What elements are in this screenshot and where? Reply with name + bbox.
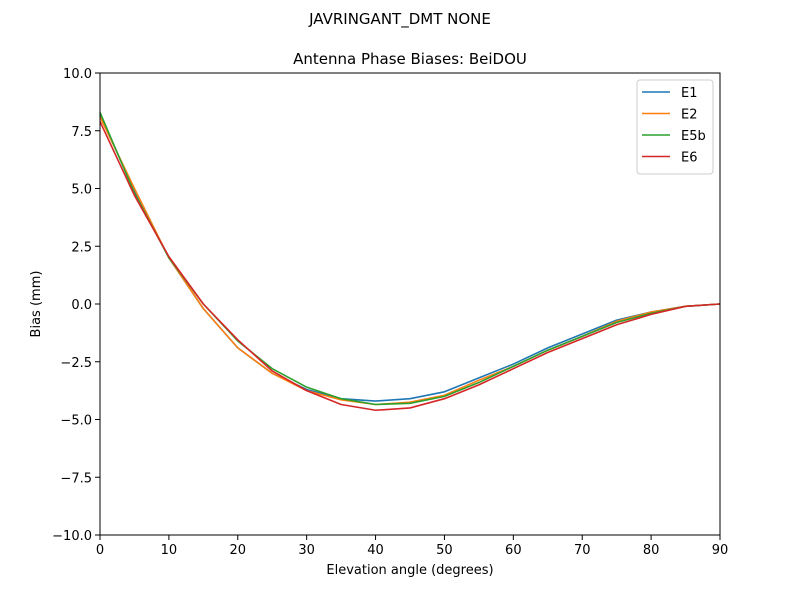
x-tick-label: 30: [298, 543, 315, 558]
y-tick-label: −2.5: [60, 356, 92, 371]
x-tick-label: 0: [96, 543, 104, 558]
x-tick-label: 90: [712, 543, 729, 558]
legend-label-e6: E6: [681, 151, 698, 166]
x-tick-label: 40: [367, 543, 384, 558]
y-tick-label: −7.5: [60, 471, 92, 486]
y-tick-label: 7.5: [71, 125, 92, 140]
x-tick-label: 10: [161, 543, 178, 558]
legend-label-e5b: E5b: [681, 129, 706, 144]
y-tick-label: 2.5: [71, 240, 92, 255]
y-tick-label: −5.0: [60, 414, 92, 429]
x-tick-label: 50: [436, 543, 453, 558]
y-tick-label: 0.0: [71, 298, 92, 313]
series-line-e5b: [99, 111, 721, 406]
legend-label-e2: E2: [681, 108, 698, 123]
series-line-e2: [99, 116, 721, 406]
figure-suptitle: JAVRINGANT_DMT NONE: [308, 10, 491, 29]
x-tick-label: 80: [643, 543, 660, 558]
x-tick-label: 20: [230, 543, 247, 558]
y-tick-label: −10.0: [52, 529, 92, 544]
y-tick-label: 5.0: [71, 183, 92, 198]
plot-area: [99, 72, 721, 536]
legend: E1 E2 E5b E6: [636, 79, 714, 175]
plot-frame: [99, 72, 721, 536]
x-axis: 0 10 20 30 40 50 60 70 80 90: [96, 535, 728, 558]
series-line-e1: [99, 114, 721, 402]
y-axis-label: Bias (mm): [29, 271, 44, 338]
x-axis-label: Elevation angle (degrees): [326, 563, 493, 578]
legend-label-e1: E1: [681, 86, 698, 101]
chart-title: Antenna Phase Biases: BeiDOU: [293, 50, 527, 68]
legend-box: [636, 79, 714, 175]
x-tick-label: 60: [505, 543, 522, 558]
y-tick-label: 10.0: [63, 67, 92, 82]
series-line-e6: [99, 121, 721, 412]
y-axis: 10.0 7.5 5.0 2.5 0.0 −2.5 −5.0 −7.5 −10.0: [52, 67, 100, 544]
series-layer: [99, 111, 721, 412]
x-tick-label: 70: [574, 543, 591, 558]
